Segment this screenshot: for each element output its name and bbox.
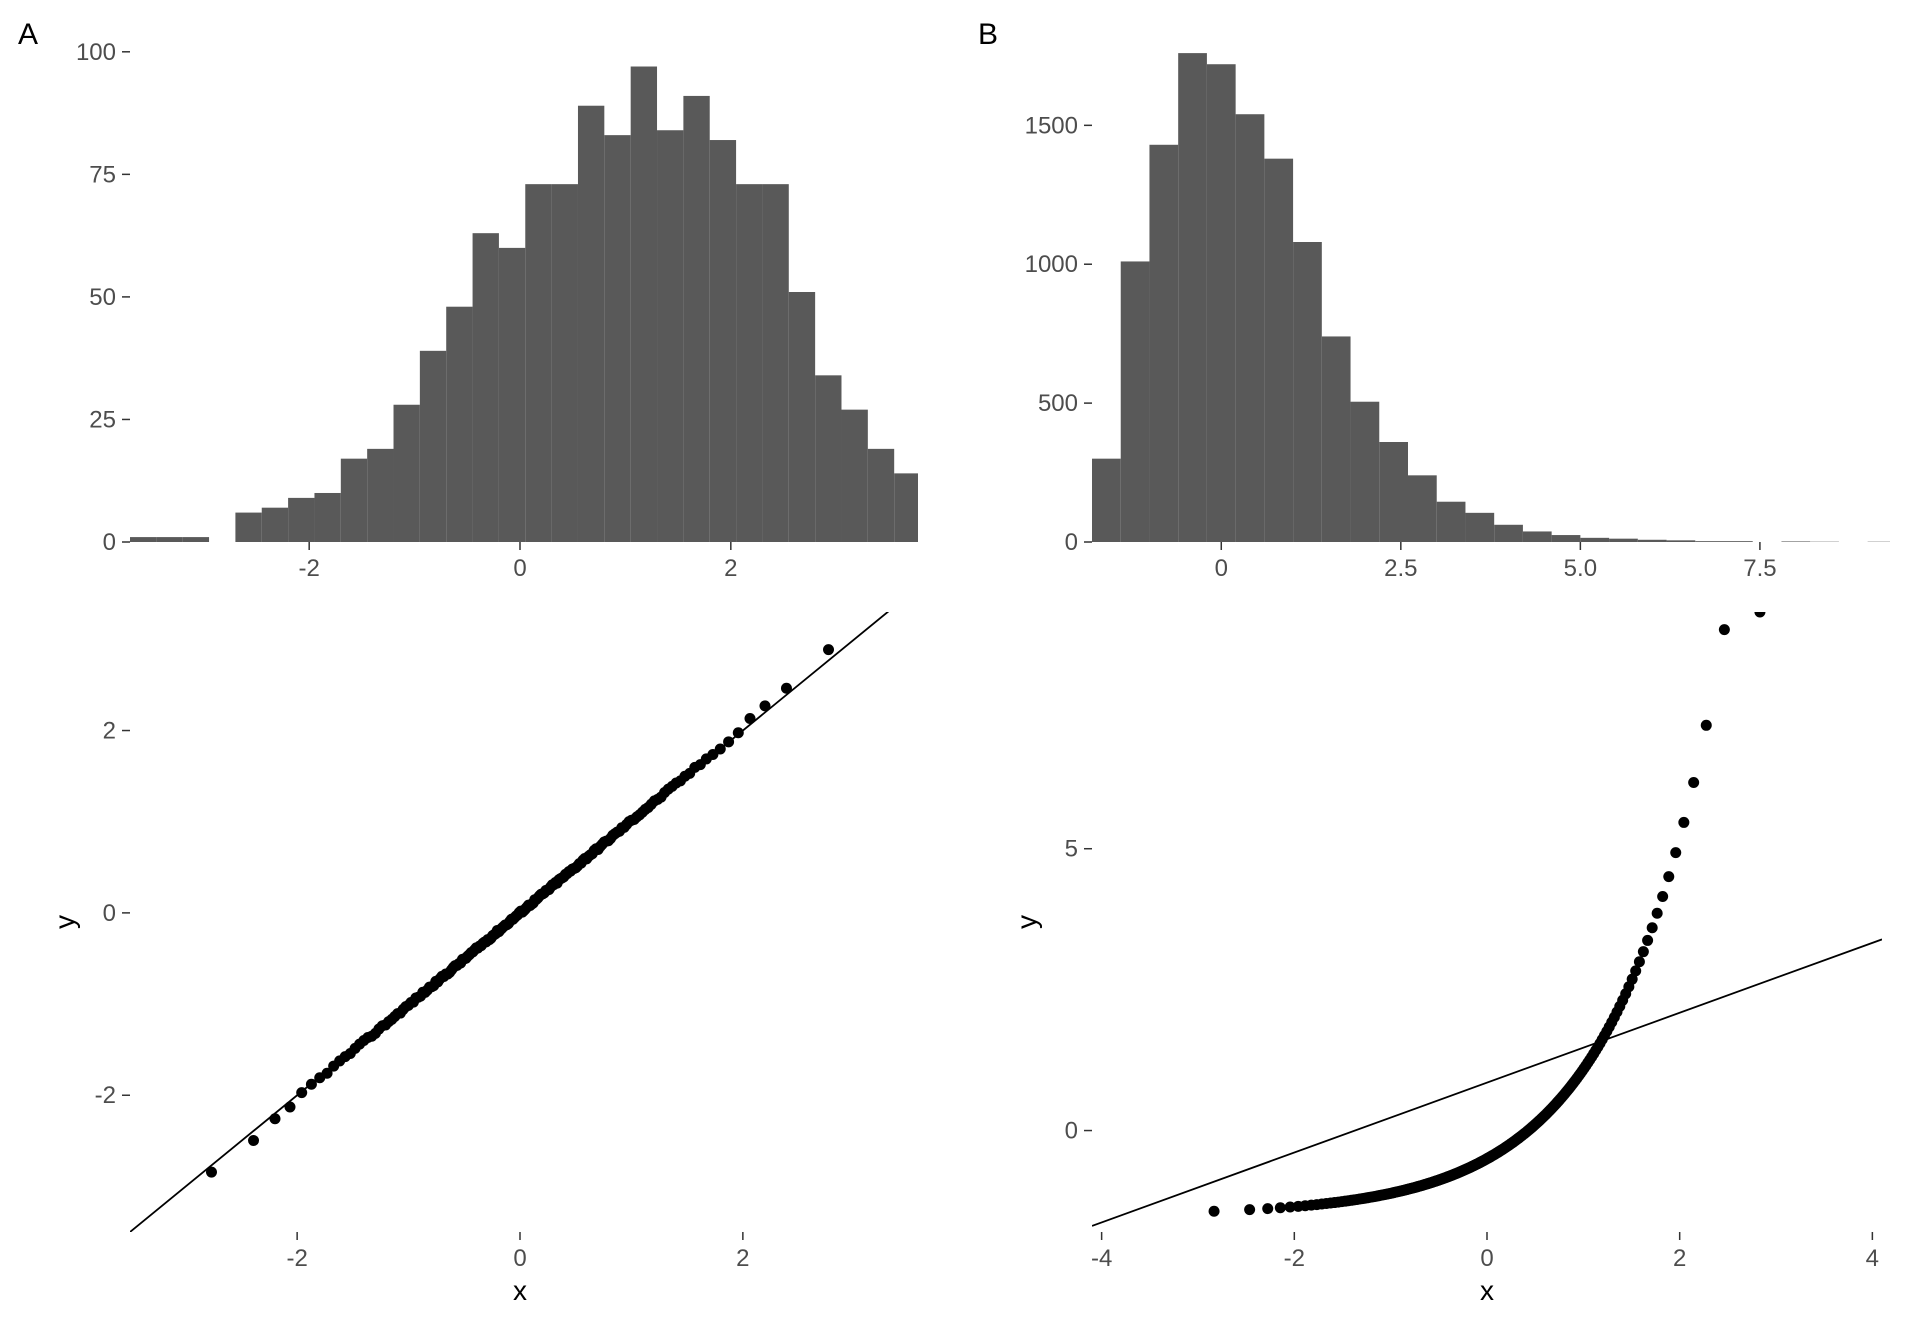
svg-text:25: 25 <box>89 406 116 433</box>
svg-text:0: 0 <box>513 1245 526 1272</box>
svg-text:2: 2 <box>1673 1245 1686 1272</box>
svg-text:2: 2 <box>103 718 116 745</box>
svg-text:0: 0 <box>103 529 116 556</box>
panel-b-qqplot: 0 5 -4 -2 0 2 4 x y <box>1014 606 1890 1310</box>
panel-a-label: A <box>18 18 38 52</box>
svg-text:500: 500 <box>1038 390 1078 417</box>
svg-text:-4: -4 <box>1091 1245 1112 1272</box>
svg-text:y: y <box>1014 915 1042 929</box>
svg-text:0: 0 <box>1065 529 1078 556</box>
svg-text:-2: -2 <box>299 555 320 582</box>
svg-text:5.0: 5.0 <box>1564 555 1597 582</box>
panel-b-histogram: 0 500 1000 1500 0 2.5 5.0 7.5 <box>1014 36 1890 602</box>
svg-text:0: 0 <box>1480 1245 1493 1272</box>
svg-text:x: x <box>1480 1275 1494 1306</box>
svg-text:-2: -2 <box>95 1082 116 1109</box>
svg-text:0: 0 <box>1065 1118 1078 1145</box>
svg-text:x: x <box>513 1275 527 1306</box>
svg-text:-2: -2 <box>286 1245 307 1272</box>
svg-text:0: 0 <box>1215 555 1228 582</box>
svg-text:4: 4 <box>1866 1245 1879 1272</box>
svg-text:1000: 1000 <box>1025 251 1078 278</box>
svg-text:0: 0 <box>513 555 526 582</box>
svg-text:75: 75 <box>89 161 116 188</box>
svg-text:0: 0 <box>103 900 116 927</box>
svg-text:50: 50 <box>89 284 116 311</box>
svg-text:-2: -2 <box>1284 1245 1305 1272</box>
svg-text:100: 100 <box>76 39 116 66</box>
svg-text:5: 5 <box>1065 836 1078 863</box>
svg-text:2: 2 <box>736 1245 749 1272</box>
panel-b-label: B <box>978 18 998 52</box>
svg-text:y: y <box>52 915 80 929</box>
svg-text:2: 2 <box>724 555 737 582</box>
panel-a-qqplot: -2 0 2 -2 0 2 x y <box>52 606 918 1310</box>
svg-text:2.5: 2.5 <box>1384 555 1417 582</box>
figure-root: A B 0255075100-202 -202-202xy 0500100015… <box>0 0 1920 1344</box>
panel-a-histogram: 0 25 50 75 100 -2 0 2 <box>52 36 918 602</box>
svg-text:7.5: 7.5 <box>1743 555 1776 582</box>
svg-text:1500: 1500 <box>1025 112 1078 139</box>
